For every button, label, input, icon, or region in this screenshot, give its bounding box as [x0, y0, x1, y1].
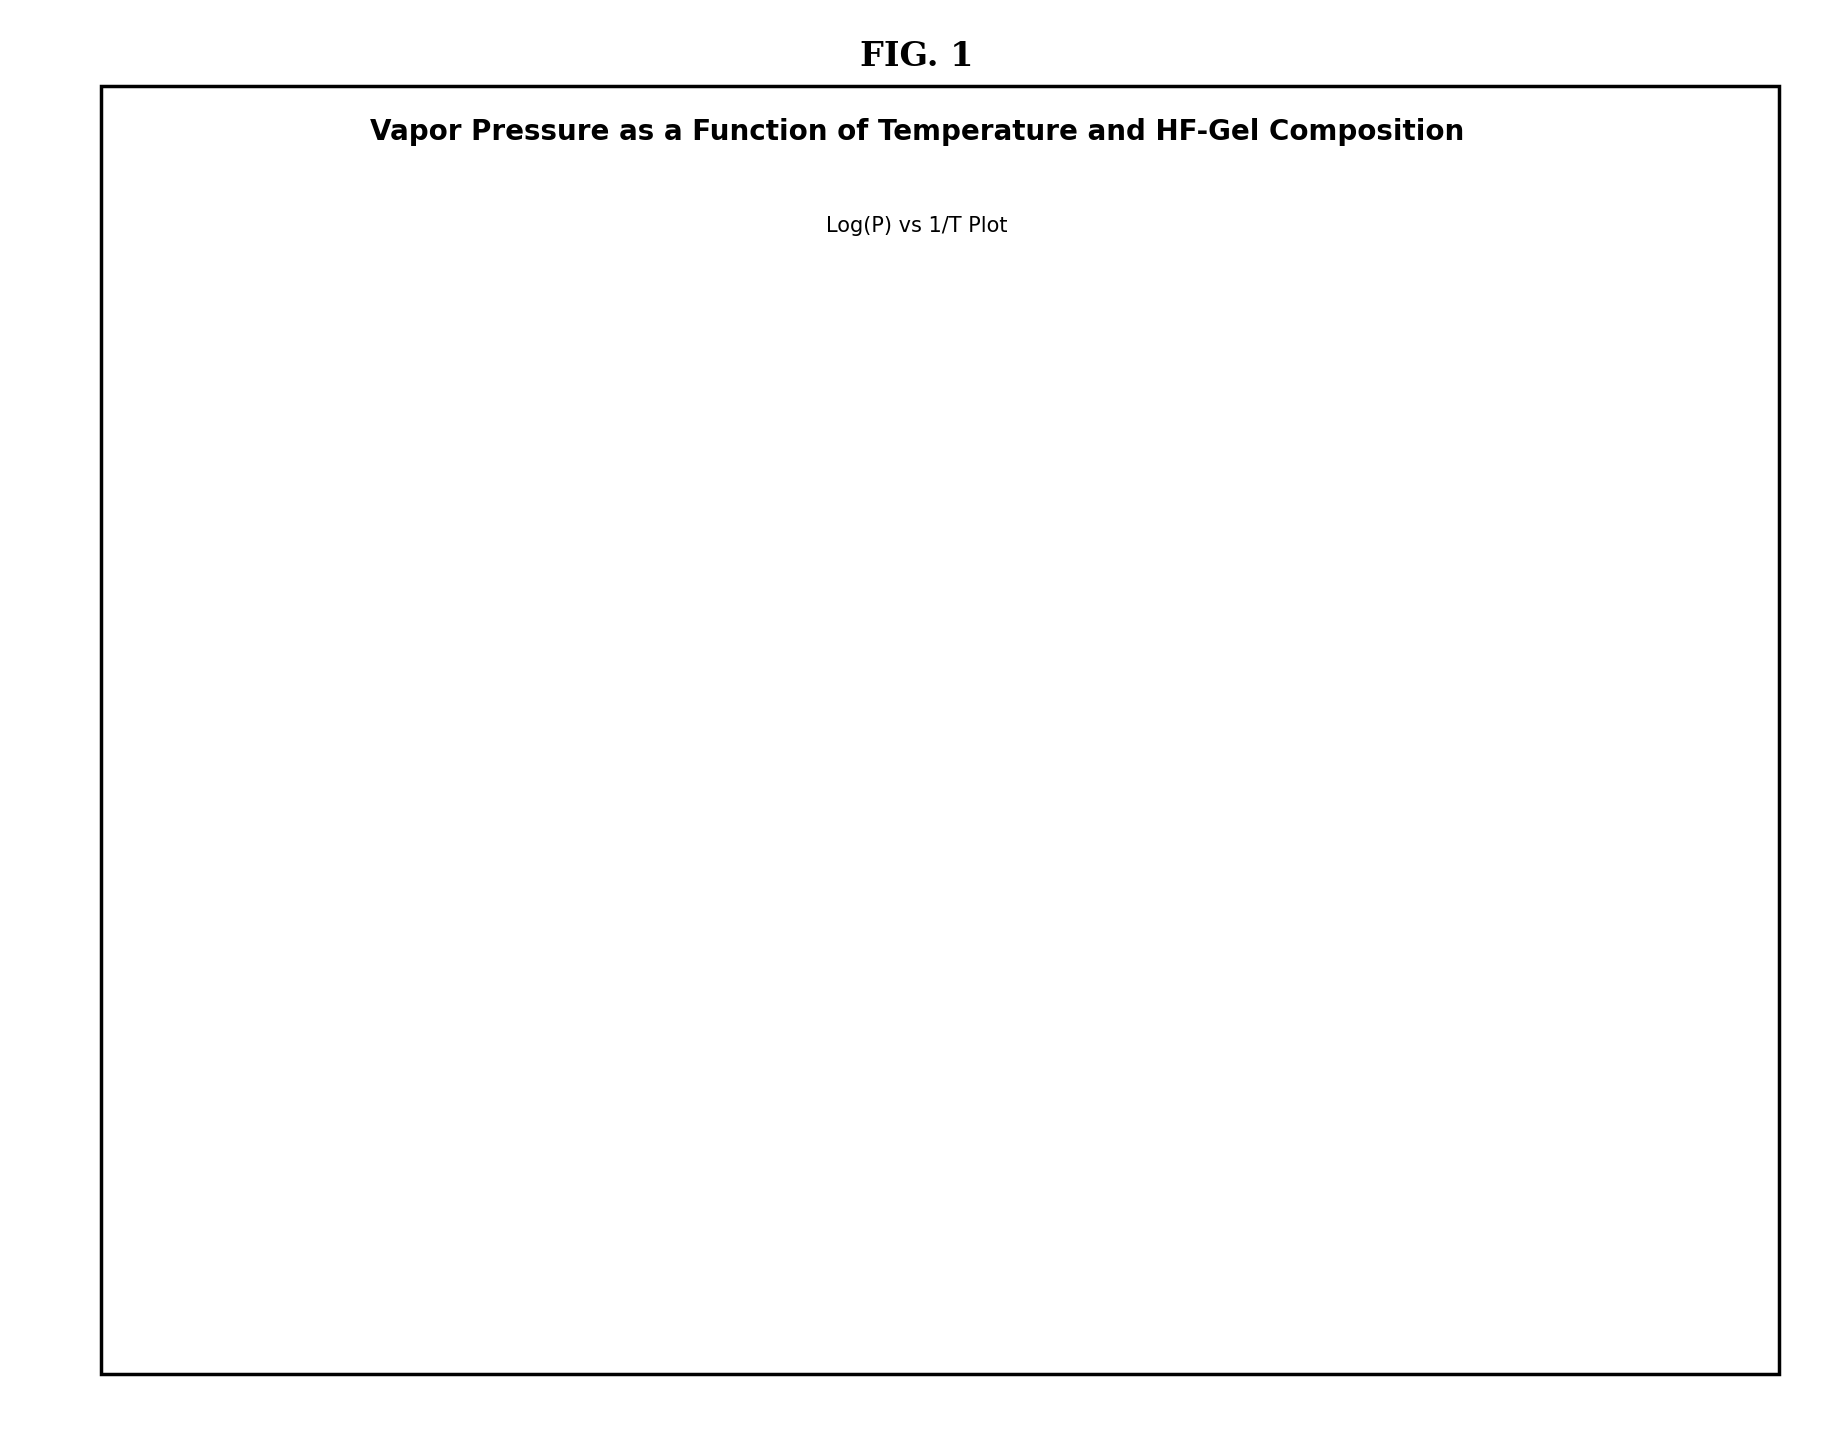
5	[1614, 351, 1636, 368]
0	[1614, 344, 1636, 361]
Text: Vacuum: Vacuum	[1618, 642, 1689, 659]
40	[1614, 427, 1636, 445]
50	[1614, 443, 1636, 460]
50	[745, 934, 767, 951]
Line: 40: 40	[314, 429, 1632, 1059]
5	[312, 776, 334, 793]
30	[312, 921, 334, 938]
Y-axis label: Pressure (atmospheres): Pressure (atmospheres)	[143, 632, 167, 973]
20	[1179, 541, 1201, 558]
40	[312, 1042, 334, 1059]
10	[312, 796, 334, 813]
Line: 5: 5	[314, 353, 1632, 791]
30	[745, 771, 767, 789]
5	[1179, 471, 1201, 488]
Text: Vapor Pressure as a Function of Temperature and HF-Gel Composition: Vapor Pressure as a Function of Temperat…	[370, 118, 1464, 145]
Text: Log(P) vs 1/T Plot: Log(P) vs 1/T Plot	[827, 216, 1007, 236]
20	[312, 872, 334, 889]
X-axis label: Temperature (Celsius): Temperature (Celsius)	[838, 1334, 1152, 1358]
0	[312, 766, 334, 783]
40	[745, 850, 767, 868]
30	[1179, 603, 1201, 620]
20	[1614, 377, 1636, 394]
Line: 30: 30	[314, 397, 1632, 937]
50	[1179, 731, 1201, 748]
40	[1179, 640, 1201, 658]
Line: 10: 10	[314, 361, 1632, 813]
5	[745, 603, 767, 620]
10	[1179, 485, 1201, 502]
Line: 50: 50	[314, 443, 1632, 1187]
50	[312, 1170, 334, 1187]
30	[1614, 396, 1636, 413]
0	[1179, 458, 1201, 475]
10	[745, 613, 767, 630]
20	[745, 715, 767, 732]
0	[745, 589, 767, 606]
Legend: 0, 5, 10, 20, 30, 40, 50: 0, 5, 10, 20, 30, 40, 50	[1592, 1009, 1720, 1275]
Line: 0: 0	[314, 345, 1632, 783]
Line: 20: 20	[314, 378, 1632, 888]
Text: > Atmospheric Pressure: > Atmospheric Pressure	[301, 563, 517, 580]
10	[1614, 360, 1636, 377]
Text: FIG. 1: FIG. 1	[860, 40, 974, 73]
